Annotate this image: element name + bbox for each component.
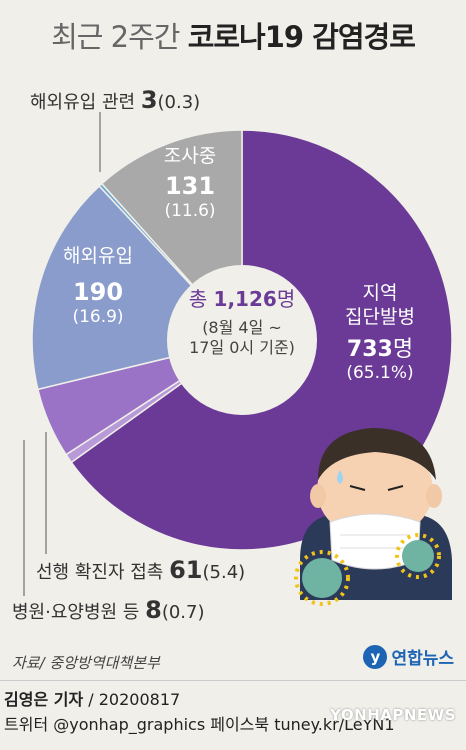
slice-label-local: 지역 집단발병 733명 (65.1%)	[325, 282, 435, 384]
ext-label-overseas-related: 해외유입 관련 3(0.3)	[30, 86, 200, 114]
social-links[interactable]: 트위터 @yonhap_graphics 페이스북 tuney.kr/LeYN1	[4, 714, 395, 734]
yonhap-logo: y 연합뉴스	[363, 644, 454, 669]
overseas-related-pct: (0.3)	[157, 92, 201, 113]
reporter-name: 김영은 기자	[4, 690, 84, 709]
slice-local-line2: 집단발병	[345, 305, 415, 328]
slice-investigating-pct: (11.6)	[164, 200, 216, 221]
contact-pct: (5.4)	[202, 562, 246, 583]
center-total: 총 1,126명	[170, 287, 314, 312]
slice-investigating-value: 131	[164, 171, 216, 200]
virus-icon-left	[294, 550, 350, 606]
contact-value: 61	[169, 556, 203, 584]
ext-label-hospital: 병원·요양병원 등 8(0.7)	[12, 596, 204, 624]
slice-overseas-name: 해외유입	[63, 245, 133, 267]
slice-overseas-value: 190	[72, 277, 124, 306]
footer-divider	[0, 680, 466, 681]
slice-local-value: 733	[346, 336, 393, 362]
leader-lines	[23, 112, 101, 596]
overseas-related-value: 3	[140, 86, 158, 114]
slice-investigating-name: 조사중	[163, 145, 217, 167]
slice-label-investigating: 조사중 131 (11.6)	[150, 145, 230, 222]
slice-label-overseas: 해외유입 190 (16.9)	[48, 245, 148, 328]
donut-hole	[167, 265, 317, 415]
title-light: 최근 2주간	[51, 20, 180, 54]
total-value: 1,126	[213, 287, 277, 311]
contact-name: 선행 확진자 접촉	[36, 562, 164, 583]
total-unit: 명	[276, 287, 296, 311]
total-label: 총	[188, 287, 208, 311]
slice-local-pct: (65.1%)	[346, 363, 414, 383]
overseas-related-name: 해외유입 관련	[30, 92, 136, 113]
ext-label-contact: 선행 확진자 접촉 61(5.4)	[36, 556, 245, 584]
hospital-value: 8	[145, 596, 162, 624]
virus-icon-right	[395, 533, 441, 579]
hospital-pct: (0.7)	[161, 602, 205, 623]
chart-title: 최근 2주간 코로나19 감염경로	[0, 14, 466, 56]
slice-local-unit: 명	[392, 336, 414, 362]
source-note: 자료/ 중앙방역대책본부	[12, 654, 160, 672]
footer-info: 김영은 기자 / 20200817 트위터 @yonhap_graphics 페…	[4, 688, 395, 738]
yonhap-logo-text: 연합뉴스	[391, 649, 454, 669]
hospital-name: 병원·요양병원 등	[12, 602, 140, 623]
period-line-1: (8월 4일 ~	[202, 318, 282, 337]
period-line-2: 17일 0시 기준)	[189, 338, 295, 357]
yonhap-logo-icon: y	[363, 644, 388, 669]
slice-overseas-pct: (16.9)	[72, 306, 124, 327]
title-bold: 코로나19 감염경로	[187, 20, 416, 54]
publish-date: / 20200817	[88, 690, 181, 709]
yonhap-watermark: YONHAPNEWS	[330, 706, 456, 724]
center-period: (8월 4일 ~ 17일 0시 기준)	[170, 318, 314, 358]
slice-local-line1: 지역	[362, 282, 398, 304]
